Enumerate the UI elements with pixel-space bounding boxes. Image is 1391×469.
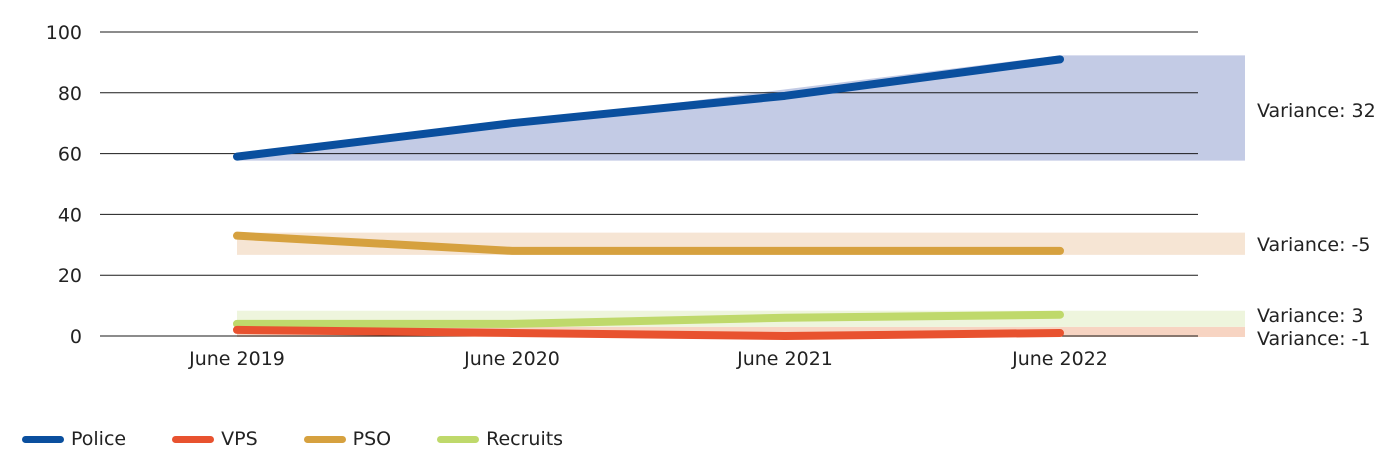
variance-label-police: Variance: 32 — [1257, 100, 1376, 122]
variance-labels: Variance: 32 Variance: -1 Variance: -5 Vari… — [1257, 100, 1376, 350]
legend-label-police: Police — [71, 428, 127, 450]
legend-label-pso: PSO — [352, 428, 392, 450]
variance-band-police — [237, 55, 1245, 161]
series-line-recruits — [233, 310, 1064, 328]
legend: Police VPS PSO Recruits — [22, 428, 609, 450]
x-tick-label: June 2021 — [736, 348, 833, 370]
y-tick-label: 80 — [58, 83, 82, 105]
legend-label-recruits: Recruits — [486, 428, 564, 450]
variance-label-pso: Variance: -5 — [1257, 234, 1370, 256]
variance-label-vps: Variance: -1 — [1257, 328, 1370, 350]
legend-item-recruits: Recruits — [437, 428, 563, 450]
legend-swatch-vps — [172, 435, 215, 443]
legend-swatch-pso — [303, 435, 346, 443]
series-lines — [233, 55, 1064, 340]
y-tick-label: 60 — [58, 144, 82, 166]
y-tick-label: 40 — [58, 204, 82, 226]
legend-swatch-police — [22, 435, 64, 443]
gridlines — [100, 31, 1198, 337]
legend-label-vps: VPS — [221, 428, 258, 450]
legend-item-police: Police — [22, 428, 126, 450]
x-axis-ticks: June 2019 June 2020 June 2021 June 2022 — [188, 348, 1108, 370]
x-tick-label: June 2020 — [463, 348, 560, 370]
y-tick-label: 100 — [46, 22, 82, 44]
x-tick-label: June 2019 — [188, 348, 285, 370]
series-line-police — [233, 55, 1064, 161]
legend-item-vps: VPS — [172, 428, 258, 450]
series-line-pso — [233, 231, 1064, 255]
y-axis-ticks: 0 20 40 60 80 100 — [46, 22, 82, 348]
legend-item-pso: PSO — [303, 428, 392, 450]
variance-label-recruits: Variance: 3 — [1257, 305, 1364, 327]
y-tick-label: 0 — [70, 326, 82, 348]
series-line-vps — [233, 325, 1064, 340]
legend-swatch-recruits — [437, 435, 480, 443]
x-tick-label: June 2022 — [1011, 348, 1108, 370]
y-tick-label: 20 — [58, 265, 82, 287]
